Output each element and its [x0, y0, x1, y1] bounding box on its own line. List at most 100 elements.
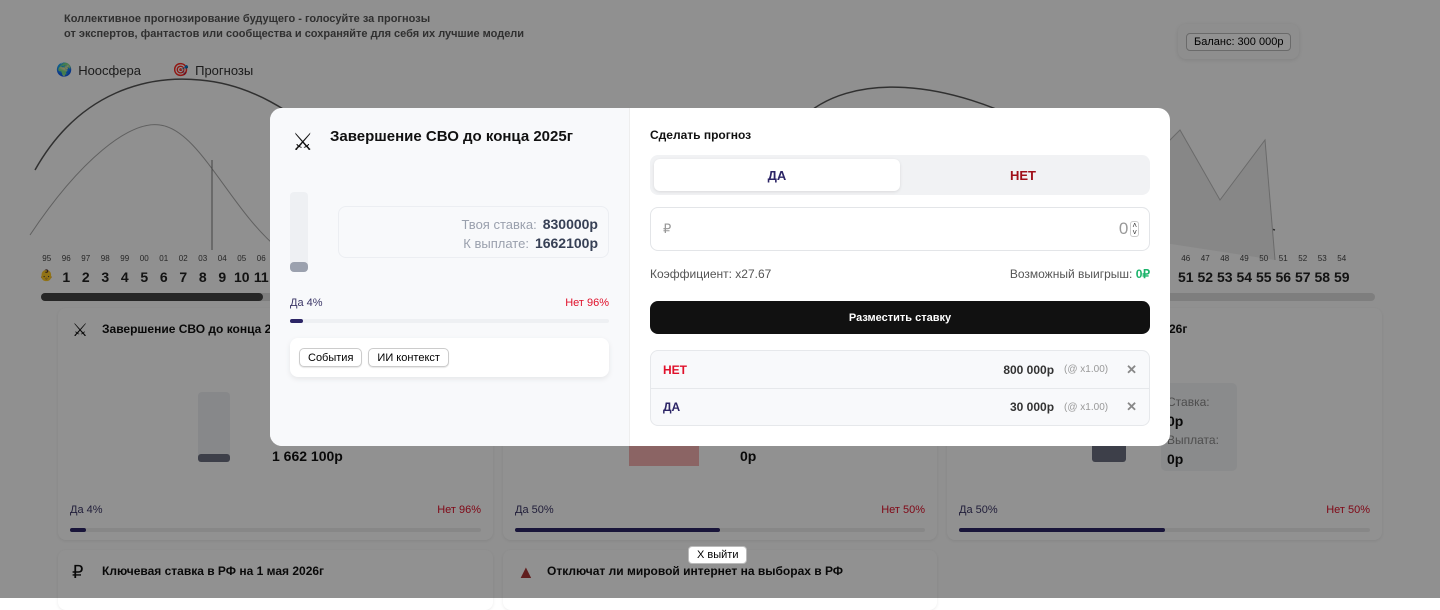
year-label: 51	[1278, 254, 1288, 263]
age-number[interactable]: 53	[1216, 269, 1233, 285]
age-number[interactable]: 8	[198, 269, 207, 285]
year-label: 05	[237, 254, 247, 263]
tagline-line: от экспертов, фантастов или сообщества и…	[64, 28, 525, 40]
stroller-icon: 👶	[39, 270, 54, 282]
bets-list: НЕТ 800 000р (@ x1.00) ✕ ДА 30 000р (@ x…	[650, 350, 1150, 426]
place-bet-button[interactable]: Разместить ставку	[650, 301, 1150, 334]
crossed-weapons-icon: ⚔	[292, 129, 314, 156]
no-percent: Нет 96%	[565, 297, 609, 309]
yes-percent: Да 4%	[290, 297, 323, 309]
ai-context-tab[interactable]: ИИ контекст	[368, 348, 449, 367]
currency-symbol: ₽	[663, 221, 672, 236]
payout-value: 1662100р	[534, 235, 598, 251]
possible-win-label: Возможный выигрыш:	[1009, 267, 1133, 281]
bet-amount: 30 000р	[1009, 400, 1055, 414]
age-number[interactable]: 9	[218, 269, 227, 285]
tagline: Коллективное прогнозирование будущего - …	[64, 12, 524, 42]
modal-title: Завершение СВО до конца 2025г	[330, 128, 573, 145]
year-label: 52	[1298, 254, 1308, 263]
bet-multiplier: (@ x1.00)	[1064, 401, 1109, 413]
card-vertical-bar	[198, 392, 230, 462]
yes-percent: Да 4%	[70, 504, 103, 516]
age-number[interactable]: 6	[159, 269, 168, 285]
globe-icon: 🌍	[56, 62, 73, 77]
age-number[interactable]: 52	[1197, 269, 1214, 285]
yes-progress-bar	[290, 319, 609, 323]
no-option[interactable]: НЕТ	[1010, 167, 1036, 183]
age-number[interactable]: 51	[1177, 269, 1194, 285]
yes-percent: Да 50%	[959, 504, 998, 516]
bet-amount: 800 000р	[1003, 362, 1055, 377]
events-tab[interactable]: События	[299, 348, 363, 367]
year-label: 97	[81, 254, 91, 263]
year-label: 96	[61, 254, 71, 263]
remove-bet-icon[interactable]: ✕	[1126, 399, 1137, 414]
age-number[interactable]: 11	[253, 269, 269, 285]
card-payout: 0р	[740, 448, 757, 464]
year-row-left: 95 96 97 98 99 00 01 02 03 04 05 06	[37, 254, 271, 263]
amount-input[interactable]: ₽ 0 ˄ ˅	[650, 207, 1150, 251]
card-title: Завершение СВО до конца 2	[102, 322, 272, 336]
card-payout: 1 662 100р	[272, 448, 343, 464]
age-number[interactable]: 1	[62, 269, 71, 285]
nav-label: Ноосфера	[78, 62, 141, 78]
bet-side: НЕТ	[663, 362, 687, 377]
age-number[interactable]: 4	[120, 269, 129, 285]
no-percent: Нет 50%	[1326, 504, 1370, 516]
coefficient: Коэффициент: x27.67	[650, 267, 772, 281]
year-label: 95	[42, 254, 52, 263]
stake-value: 0р	[1167, 413, 1184, 429]
age-number[interactable]: 57	[1294, 269, 1311, 285]
bet-modal: ⚔ Завершение СВО до конца 2025г Твоя ста…	[270, 108, 1170, 446]
spinner-icon[interactable]: ˄ ˅	[1130, 221, 1139, 237]
bet-side: ДА	[663, 400, 681, 414]
crossed-weapons-icon: ⚔	[72, 320, 89, 340]
age-number[interactable]: 3	[101, 269, 110, 285]
year-label: 47	[1200, 254, 1210, 263]
year-row-right: 46 47 48 49 50 51 52 53 54	[1176, 254, 1352, 263]
nav-noosphere[interactable]: 🌍 Ноосфера	[56, 62, 141, 78]
balance-box: Баланс: 300 000р	[1178, 24, 1300, 59]
year-label: 49	[1239, 254, 1249, 263]
age-number[interactable]: 7	[179, 269, 188, 285]
age-number[interactable]: 59	[1333, 269, 1350, 285]
context-tabs: События ИИ контекст	[290, 338, 609, 377]
kremlin-tower-icon: ▲	[517, 562, 535, 582]
yes-progress-bar	[70, 528, 481, 532]
card-title: 26г	[1169, 322, 1188, 336]
tagline-line: Коллективное прогнозирование будущего - …	[64, 13, 431, 25]
balance-button[interactable]: Баланс: 300 000р	[1186, 33, 1292, 51]
age-number[interactable]: 2	[81, 269, 90, 285]
age-number[interactable]: 54	[1236, 269, 1253, 285]
payout-label: К выплате:	[463, 236, 529, 251]
remove-bet-icon[interactable]: ✕	[1126, 361, 1137, 377]
age-number[interactable]: 55	[1255, 269, 1272, 285]
bet-row: НЕТ 800 000р (@ x1.00) ✕	[651, 351, 1149, 388]
nav-forecasts[interactable]: 🎯 Прогнозы	[173, 62, 253, 78]
yes-option[interactable]: ДА	[654, 159, 900, 191]
bet-multiplier: (@ x1.00)	[1064, 364, 1109, 375]
year-label: 01	[159, 254, 169, 263]
no-percent: Нет 50%	[881, 504, 925, 516]
stake-label: Твоя ставка:	[461, 217, 537, 232]
year-label: 46	[1181, 254, 1191, 263]
year-label: 02	[178, 254, 188, 263]
side-selector: ДА НЕТ	[650, 155, 1150, 195]
age-number[interactable]: 10	[233, 269, 250, 285]
amount-value[interactable]: 0	[1118, 219, 1129, 238]
nav-label: Прогнозы	[195, 62, 254, 78]
timeline-scrollbar-thumb[interactable]	[41, 293, 263, 301]
stake-label: Ставка:	[1167, 395, 1210, 409]
year-label: 03	[198, 254, 208, 263]
number-row-right: 51 52 53 54 55 56 57 58 59	[1176, 269, 1352, 285]
main-nav: 🌍 Ноосфера 🎯 Прогнозы	[56, 62, 253, 78]
exit-button[interactable]: X выйти	[688, 546, 748, 564]
age-number[interactable]: 5	[140, 269, 149, 285]
number-row-left: 👶 1 2 3 4 5 6 7 8 9 10 11	[37, 269, 271, 285]
stake-value: 830000р	[542, 216, 598, 232]
age-number[interactable]: 58	[1314, 269, 1331, 285]
vertical-stake-bar	[290, 192, 308, 272]
age-number[interactable]: 56	[1275, 269, 1292, 285]
payout-label: Выплата:	[1167, 433, 1219, 447]
